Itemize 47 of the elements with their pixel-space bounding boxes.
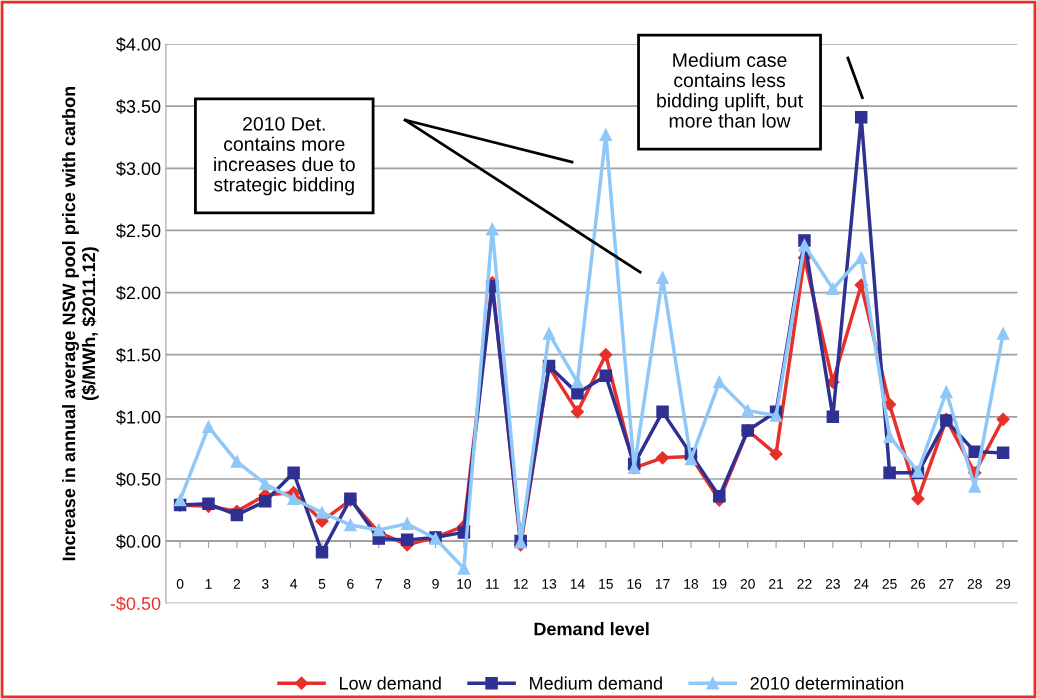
x-tick-label: 5 [318, 579, 326, 589]
legend-label: 2010 determination [750, 676, 904, 690]
x-tick-label: 29 [996, 578, 1011, 589]
y-tick-label: $1.50 [116, 347, 161, 363]
x-tick-label: 27 [939, 578, 954, 589]
x-tick-label: 11 [486, 579, 499, 589]
legend-label: Medium demand [530, 676, 662, 690]
x-tick-label: 15 [599, 579, 613, 589]
y-tick-label: $4.00 [116, 37, 161, 52]
x-tick-label: 19 [712, 578, 727, 589]
x-tick-label: 6 [347, 578, 354, 589]
x-tick-label: 21 [769, 578, 784, 589]
y-tick-label: $3.50 [116, 99, 161, 114]
y-tick-label: $0.50 [116, 472, 161, 487]
x-tick-label: 17 [655, 579, 670, 589]
x-tick-label: 0 [176, 578, 184, 589]
x-tick-label: 16 [627, 578, 642, 589]
x-axis-title: Demand level [534, 622, 649, 636]
y-tick-label: $3.00 [116, 161, 161, 177]
x-tick-label: 24 [854, 578, 869, 589]
x-tick-label: 3 [261, 578, 269, 589]
annotation: Medium case contains less bidding uplift, but more than low [657, 52, 803, 128]
x-tick-label: 1 [205, 579, 212, 589]
x-tick-label: 20 [740, 578, 755, 589]
y-tick-label: $0.00 [116, 534, 161, 549]
x-tick-label: 14 [570, 579, 585, 589]
x-tick-label: 2 [233, 578, 241, 589]
legend-label: Low demand [340, 676, 441, 690]
x-tick-label: 8 [403, 578, 411, 589]
x-tick-label: 10 [457, 578, 472, 589]
y-tick-label: -$0.50 [110, 596, 161, 612]
annotation: 2010 Det. contains more increases due to strategic bidding [214, 116, 355, 196]
x-tick-label: 7 [375, 579, 382, 589]
x-tick-label: 18 [684, 578, 699, 589]
y-tick-label: $2.00 [116, 285, 161, 301]
x-tick-label: 26 [910, 578, 926, 589]
x-tick-label: 23 [825, 578, 840, 589]
x-tick-label: 4 [290, 579, 298, 589]
x-tick-label: 22 [797, 578, 812, 589]
x-tick-label: 9 [432, 578, 439, 589]
y-axis-title: Increase in annual average NSW pool price with carbon ($/MWh, $2011.12) [62, 86, 99, 561]
y-tick-label: $2.50 [116, 223, 161, 239]
x-tick-label: 25 [882, 578, 897, 589]
y-tick-label: $1.00 [116, 410, 161, 425]
x-tick-label: 13 [542, 578, 557, 589]
x-tick-label: 28 [967, 578, 982, 589]
x-tick-label: 12 [514, 578, 528, 589]
